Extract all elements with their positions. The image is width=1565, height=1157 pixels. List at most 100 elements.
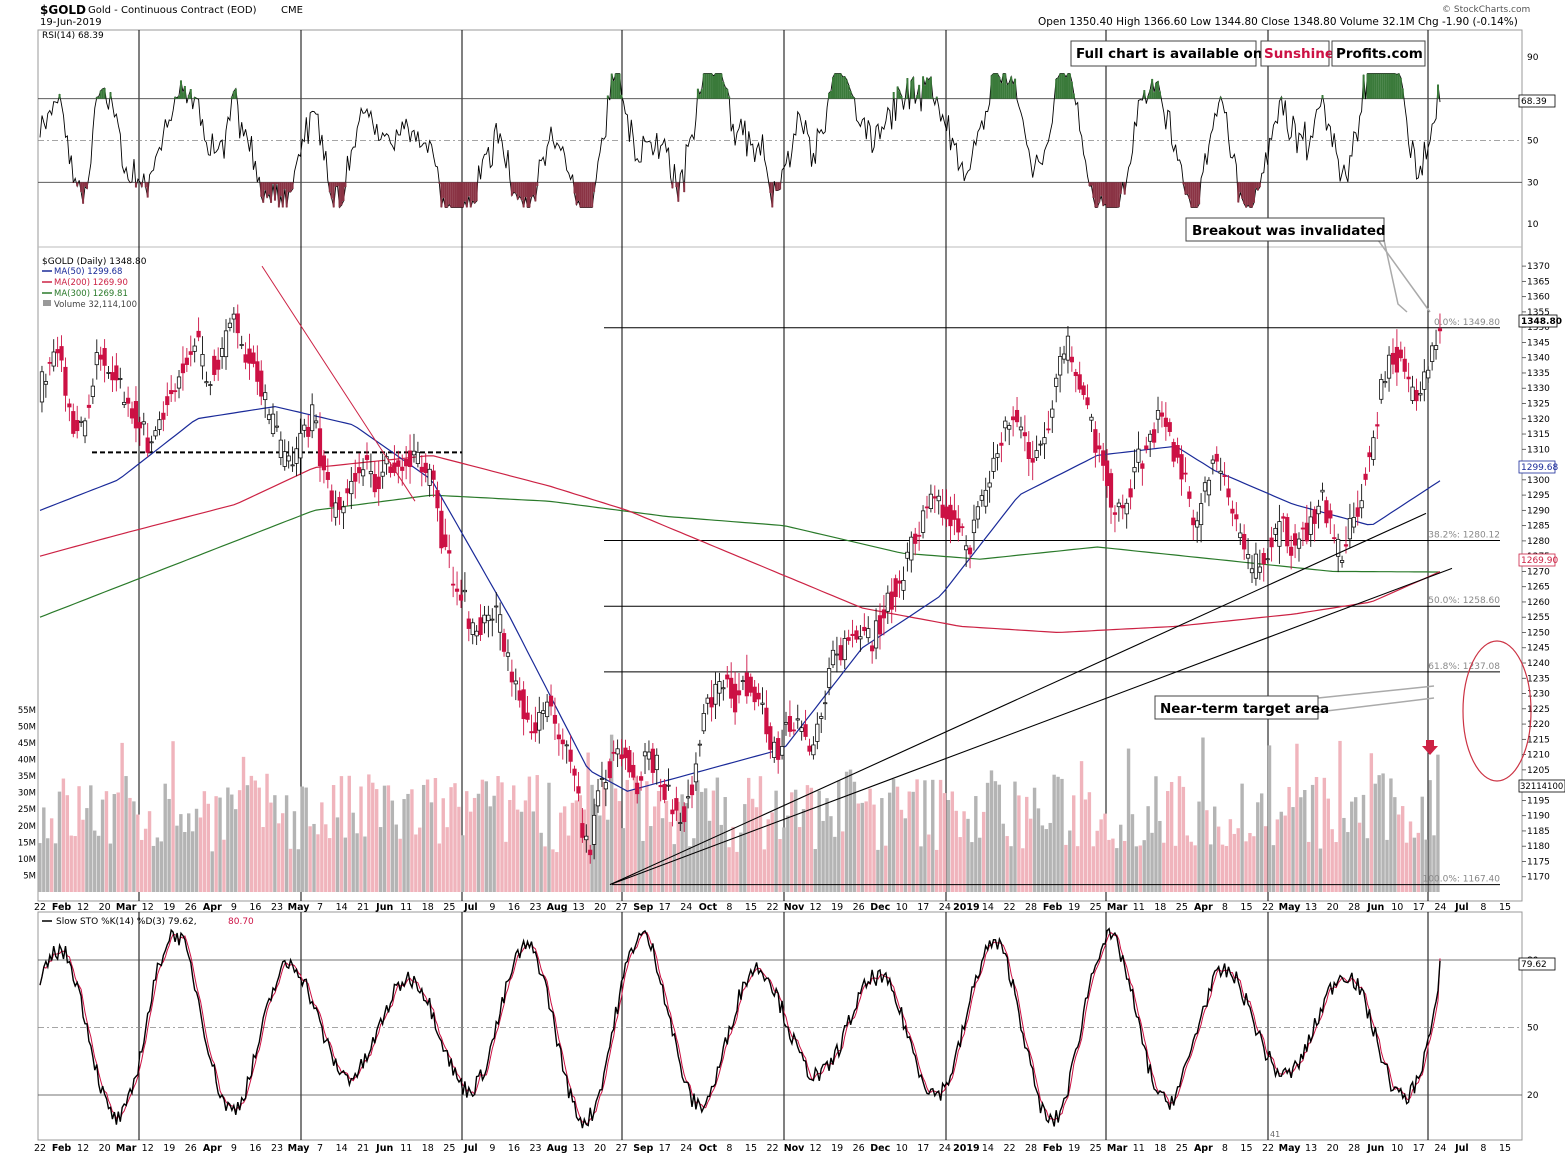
candle-body [631,764,636,778]
volume-bar [1126,748,1131,892]
volume-bar [1252,836,1256,892]
volume-bar [1330,829,1334,892]
x-axis-label-bottom: 28 [1348,1143,1360,1154]
candle-body [1273,527,1278,535]
volume-bar [617,801,622,892]
volume-tick-label: 10M [18,855,36,865]
x-axis-label: 19 [163,902,175,913]
volume-bar [1103,813,1107,892]
volume-bar [923,780,927,892]
x-axis-label-bottom: 14 [336,1143,348,1154]
x-axis-label-bottom: 15 [745,1143,757,1154]
candle-body [1285,517,1290,547]
volume-bar [57,791,62,892]
volume-bar [155,837,160,892]
volume-bars [38,734,1440,892]
volume-bar [324,824,328,892]
x-axis-label-bottom: 16 [508,1143,520,1154]
candle-body [592,814,597,845]
candle-body [815,723,820,742]
volume-bar [707,820,712,892]
x-axis-label-bottom: 20 [99,1143,111,1154]
volume-bar [680,794,684,892]
volume-bar [981,811,986,892]
x-axis-label-bottom: 17 [1413,1143,1425,1154]
volume-bar [970,842,974,892]
volume-bar [500,782,504,892]
x-axis-label: 20 [1327,902,1339,913]
candle-body [317,428,323,467]
candle-body [1437,328,1443,332]
candle-body [282,451,287,467]
volume-bar [1040,825,1045,892]
candle-body [501,633,507,652]
volume-bar [700,791,704,892]
x-axis-label-bottom: Nov [784,1143,805,1154]
candle-body [161,412,166,420]
volume-tick-label: 35M [18,772,36,782]
fib-label: 61.8%: 1237.08 [1428,662,1500,672]
ma50-legend: MA(50) 1299.68 [54,267,122,277]
candle-body [1124,502,1129,515]
candle-body [1011,416,1016,421]
x-axis-label: Apr [1194,902,1213,913]
candle-body [783,722,789,725]
rsi-tick-label: 10 [1527,220,1539,230]
x-axis-label: 12 [77,902,89,913]
volume-bar [645,781,649,892]
x-axis-label-bottom: 23 [271,1143,283,1154]
candle-body [1175,445,1180,458]
candle-body [776,738,781,760]
candle-body [956,518,961,533]
volume-bar [1056,776,1060,892]
candle-body [404,458,409,467]
candle-body [1304,522,1309,542]
price-panel-frame [37,29,1523,902]
x-axis-label: 22 [766,902,778,913]
candle-body [541,710,546,714]
volume-bar [727,847,731,892]
volume-bar [378,827,383,892]
volume-bar [519,811,524,892]
candle-body [1324,500,1329,524]
volume-bar [942,793,947,892]
candle-body [353,472,358,482]
moving-averages [39,405,1441,792]
x-axis-label: Apr [203,902,222,913]
candle-body [447,550,452,554]
candle-body [1026,442,1031,459]
candle-body [1054,377,1059,387]
candle-body [466,618,471,629]
volume-bar [985,782,990,892]
price-tick-label: 1345 [1527,338,1550,348]
volume-bar [1201,737,1205,892]
x-axis-label-bottom: 28 [1025,1143,1037,1154]
volume-bar [308,826,312,892]
volume-bar [641,840,645,892]
volume-bar [457,806,461,892]
volume-bar [1306,841,1311,892]
fibonacci-levels: 0.0%: 1349.80 38.2%: 1280.12 50.0%: 1258.6… [92,318,1500,886]
candle-body [1277,521,1282,547]
last-price-tag: 1348.80 [1521,317,1562,327]
volume-bar [1001,823,1005,892]
volume-bar [449,787,453,892]
volume-bar [245,785,250,892]
candle-body [717,681,722,694]
candle-body [263,392,268,401]
volume-bar [582,809,586,892]
volume-bar [829,816,833,892]
candle-body [1085,397,1090,406]
volume-bar [539,832,543,892]
volume-tick-label: 20M [18,822,36,832]
x-axis-label-bottom: 15 [1499,1143,1511,1154]
volume-bar [508,799,512,892]
candle-body [975,506,980,520]
volume-bar [300,786,304,892]
candle-body [259,370,264,397]
candle-body [830,649,836,666]
volume-bar [171,741,175,892]
x-axis-label: 10 [1391,902,1403,913]
volume-bar [586,752,590,892]
